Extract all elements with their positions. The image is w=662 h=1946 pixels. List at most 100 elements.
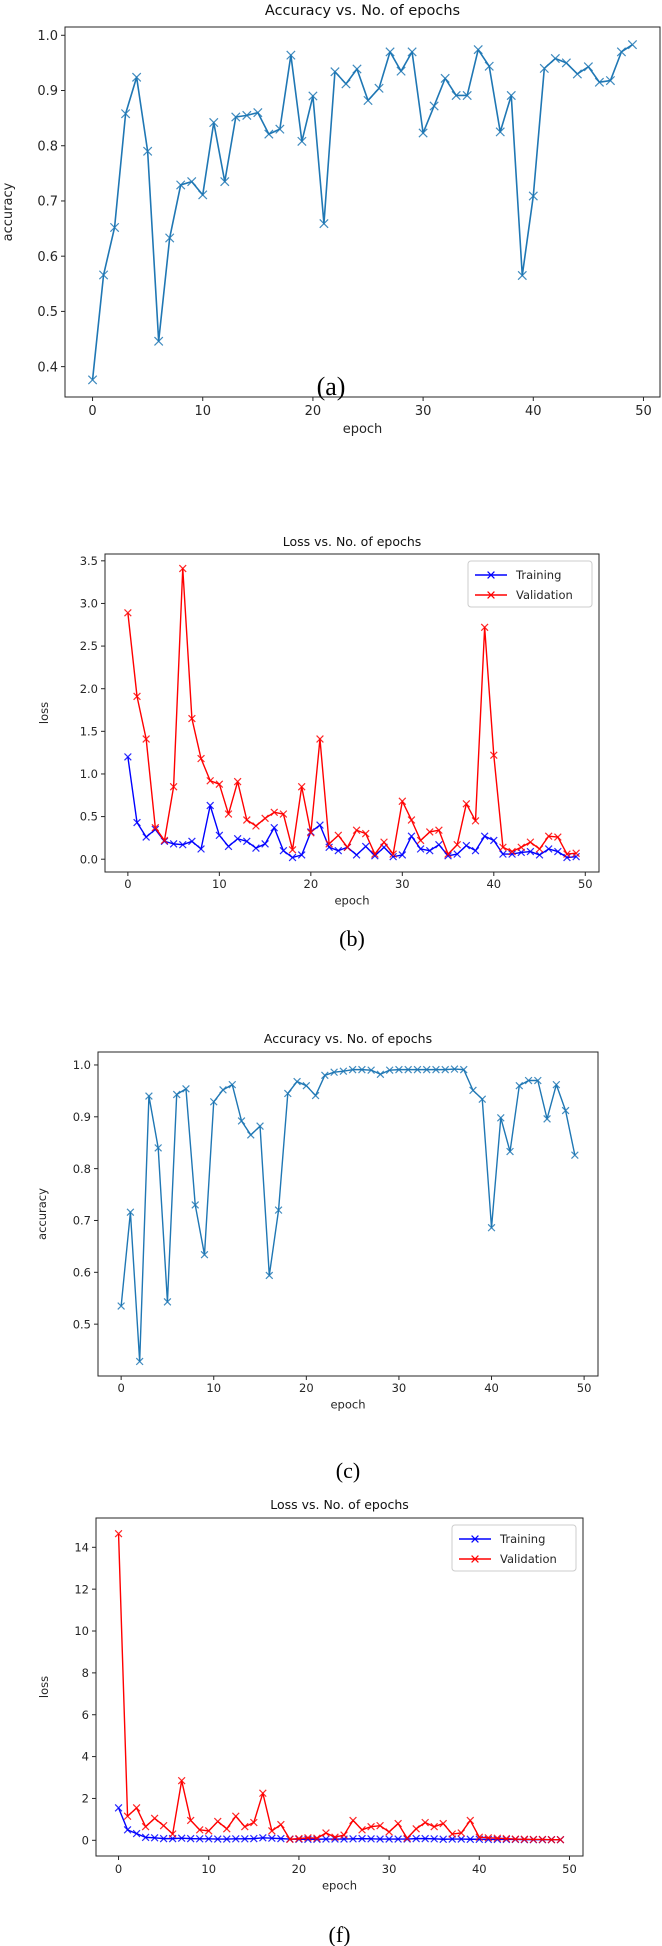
data-point (422, 1065, 431, 1074)
data-point (508, 850, 516, 858)
data-point (349, 1816, 357, 1825)
data-point (197, 754, 205, 763)
data-point (367, 1066, 375, 1074)
data-point (275, 124, 285, 134)
data-point (439, 1819, 448, 1828)
x-tick-label: 50 (578, 877, 593, 891)
data-point (554, 833, 562, 841)
data-point (484, 1833, 493, 1842)
x-tick-label: 30 (382, 1862, 397, 1876)
data-point (177, 1834, 186, 1843)
data-point (462, 841, 471, 850)
series-line (127, 756, 577, 859)
data-point (517, 843, 526, 852)
data-point (554, 847, 562, 856)
data-point (283, 1089, 292, 1098)
data-point (487, 1223, 496, 1232)
data-point (561, 1106, 570, 1115)
y-tick-label: 10 (74, 1624, 89, 1638)
data-point (376, 1821, 384, 1830)
data-point (361, 829, 370, 838)
data-point (535, 851, 544, 859)
data-point (432, 1065, 440, 1074)
data-point (517, 270, 527, 281)
data-point (462, 799, 471, 808)
data-point (295, 1834, 303, 1843)
data-point (330, 67, 340, 77)
data-point (286, 50, 296, 60)
data-point (489, 836, 498, 845)
y-tick-label: 0.7 (37, 195, 58, 210)
data-point (341, 79, 351, 89)
data-point (429, 101, 439, 111)
chart-b: Loss vs. No. of epochs 0 10 20 30 40 50 0.0 0.5 1… (37, 534, 600, 951)
data-point (484, 61, 494, 71)
axes-frame (95, 1517, 584, 1857)
data-point (348, 1065, 357, 1074)
data-point (506, 90, 516, 101)
data-point (220, 177, 230, 187)
data-point (98, 270, 109, 280)
data-point (444, 850, 452, 858)
data-point (253, 107, 263, 118)
data-point (222, 1835, 231, 1843)
data-point (261, 840, 269, 848)
y-tick-label: 0.0 (80, 852, 98, 866)
series-line (117, 1533, 561, 1841)
data-point (316, 735, 324, 743)
data-point (367, 1822, 375, 1831)
data-point (499, 843, 507, 852)
data-point (109, 222, 120, 233)
data-point (508, 847, 516, 856)
data-point (543, 1115, 551, 1123)
data-point (252, 844, 260, 852)
data-point (380, 838, 388, 846)
axes-frame (64, 26, 661, 398)
data-point (154, 336, 164, 346)
data-point (191, 1201, 200, 1209)
data-point (343, 843, 352, 852)
legend: Training Validation (451, 1524, 577, 1572)
data-point (480, 623, 489, 632)
data-point (150, 1833, 159, 1842)
data-point (143, 146, 153, 156)
data-point (471, 817, 480, 825)
x-tick-label: 10 (194, 404, 211, 419)
x-tick-label: 20 (292, 1862, 307, 1876)
data-point (270, 823, 279, 832)
data-point (132, 1829, 141, 1838)
data-point (188, 837, 196, 846)
data-point (213, 1817, 222, 1826)
data-point (297, 136, 307, 146)
data-point (453, 850, 462, 858)
data-point (159, 1821, 168, 1830)
data-point (142, 735, 150, 743)
data-point (308, 91, 318, 101)
data-point (165, 233, 175, 243)
data-point (213, 1835, 222, 1843)
data-point (594, 77, 605, 87)
data-point (325, 843, 333, 852)
data-point (480, 832, 489, 841)
data-point (198, 190, 208, 200)
data-point (506, 1147, 514, 1156)
y-tick-label: 0.6 (37, 250, 58, 265)
y-tick-label: 0.5 (37, 305, 58, 320)
data-point (277, 1820, 285, 1829)
data-point (178, 564, 187, 573)
data-point (277, 1834, 285, 1843)
axes-frame (104, 553, 600, 873)
data-point (178, 840, 187, 849)
data-point (451, 90, 461, 101)
data-point (339, 1067, 348, 1076)
data-point (87, 375, 98, 385)
y-tick-label: 0.5 (73, 1317, 91, 1331)
data-point (319, 218, 329, 229)
data-point (297, 851, 306, 859)
legend-entry-training: Training (475, 568, 561, 582)
data-point (151, 823, 160, 832)
data-point (526, 838, 535, 846)
data-point (556, 1835, 565, 1844)
data-point (385, 1066, 394, 1074)
data-point (352, 64, 362, 74)
